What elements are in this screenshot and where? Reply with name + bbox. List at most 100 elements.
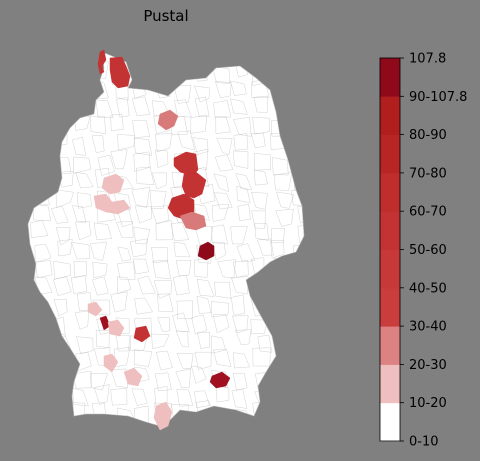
district-border [230,98,248,115]
district-border [155,133,172,153]
colorbar-band [380,172,400,212]
district-border [175,368,191,389]
district-border [232,420,251,426]
district-border [233,150,249,169]
district-border [196,296,212,314]
colorbar-tick-label: 10-20 [409,396,447,411]
region-sachsen-anhalt-central [181,171,207,199]
district-border [236,186,251,203]
district-border [176,300,193,319]
district-border [211,203,230,222]
district-border [251,210,266,229]
district-border [211,65,230,84]
district-border [270,240,285,259]
district-border [130,238,148,258]
district-border [76,75,93,94]
district-border [289,311,304,330]
district-border [196,184,216,205]
district-border [133,137,153,156]
district-border [33,62,49,83]
colorbar-band [380,58,400,97]
district-border [292,112,304,133]
district-border [215,116,231,134]
district-border [151,333,170,349]
district-border [116,97,130,118]
district-border [93,384,110,405]
district-border [76,192,92,209]
district-border [110,149,128,170]
district-border [131,96,150,116]
district-border [75,172,94,189]
district-border [250,319,268,335]
district-border [33,336,49,355]
district-border [93,222,112,240]
region-north-schleswig-holstein-islands [97,49,107,75]
district-border [154,63,172,78]
highlighted-districts [87,49,231,431]
district-border [151,427,167,445]
district-border [53,97,72,115]
district-border [173,242,191,258]
map-title: Pustal [143,7,189,25]
district-border [110,113,124,132]
district-border [233,352,250,369]
district-border [217,259,236,279]
district-border [231,276,249,295]
district-border [117,261,136,280]
district-border [35,408,53,425]
district-border [275,277,293,297]
colorbar: 0-10 10-20 20-30 30-40 40-50 50-60 60-70 70-80 8… [379,52,467,450]
colorbar-tick-label: 70-80 [409,166,447,181]
region-pfalz [87,301,103,317]
district-border [34,314,53,333]
district-border [252,116,270,135]
district-border [156,293,174,313]
district-border [271,228,285,244]
colorbar-band [380,96,400,136]
colorbar-tick-label: 60-70 [409,205,447,220]
district-border [273,172,293,191]
district-border [137,275,156,295]
district-border [174,99,192,118]
region-harz-area [179,211,207,231]
district-border [277,329,293,345]
germany-map [27,51,305,445]
district-border [276,191,295,209]
region-nrw-south [93,193,131,215]
region-heidelberg-area [107,319,125,337]
district-border [233,116,252,137]
district-border [172,274,190,296]
district-border [216,409,231,426]
district-border [175,330,189,348]
colorbar-band [380,287,400,327]
district-border [233,133,249,151]
district-border [116,221,134,238]
district-border [91,135,105,153]
district-border [154,372,172,392]
district-border [215,154,234,172]
district-border [90,115,106,134]
district-border [213,100,232,119]
district-border [272,157,289,176]
district-border [253,153,272,171]
region-hamburg-area [157,109,179,131]
district-border [151,246,169,263]
district-border [149,190,167,209]
district-border [31,151,49,172]
district-border [70,275,88,294]
colorbar-band [380,326,400,365]
district-border [254,426,271,444]
district-border [33,97,49,116]
district-border [136,166,155,185]
district-border [211,224,228,245]
district-border [32,386,51,402]
district-border [235,329,252,346]
district-border [213,242,226,261]
district-border [53,298,68,317]
district-border [110,388,128,406]
district-border [175,424,192,426]
district-border [296,78,304,96]
district-border [276,352,294,371]
district-border [70,98,89,117]
